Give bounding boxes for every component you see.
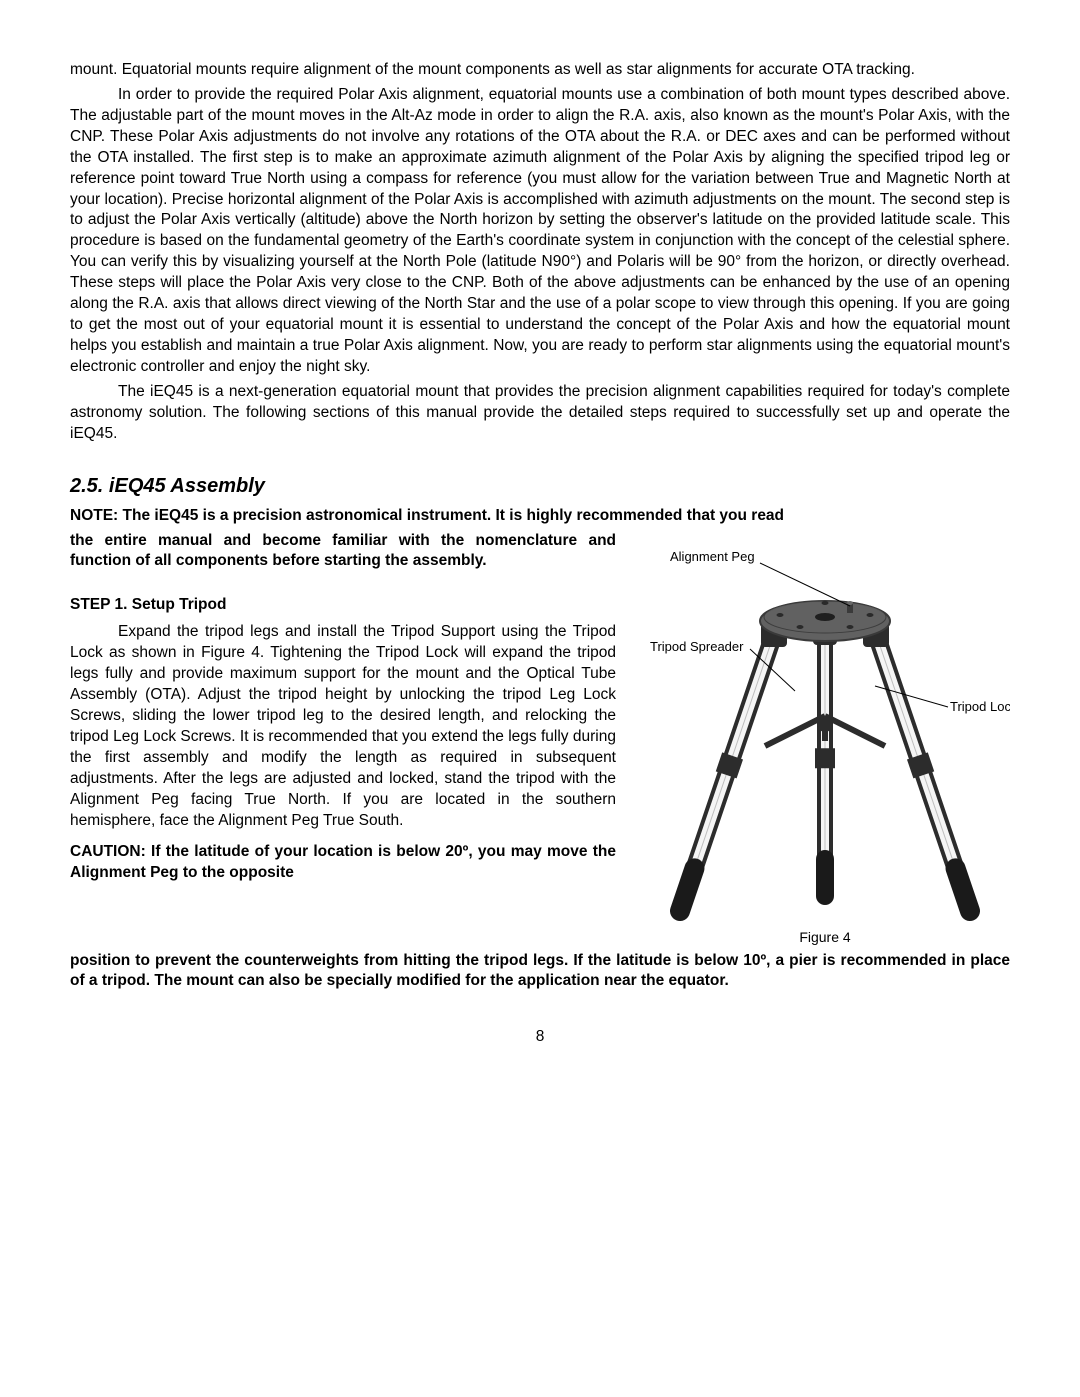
tripod-figure-svg: Alignment Peg Tripod Spreader Tripod Lock xyxy=(640,531,1010,931)
svg-text:Alignment Peg: Alignment Peg xyxy=(670,549,755,564)
figure-caption: Figure 4 xyxy=(640,929,1010,945)
svg-text:Tripod Spreader: Tripod Spreader xyxy=(650,639,744,654)
page-number: 8 xyxy=(70,1028,1010,1046)
document-page: mount. Equatorial mounts require alignme… xyxy=(0,0,1080,1397)
note-text-full-width: NOTE: The iEQ45 is a precision astronomi… xyxy=(70,506,1010,527)
section-heading-assembly: 2.5. iEQ45 Assembly xyxy=(70,475,1010,498)
caution-text-left: CAUTION: If the latitude of your locatio… xyxy=(70,842,616,884)
left-column: the entire manual and become familiar wi… xyxy=(70,531,616,884)
paragraph-ieq45-intro: The iEQ45 is a next-generation equatoria… xyxy=(70,382,1010,445)
svg-text:Tripod Lock: Tripod Lock xyxy=(950,699,1010,714)
step1-body: Expand the tripod legs and install the T… xyxy=(70,622,616,831)
figure-4-container: Alignment PegTripod SpreaderTripod Lock … xyxy=(640,531,1010,951)
note-text-continued: the entire manual and become familiar wi… xyxy=(70,531,616,573)
paragraph-polar-axis: In order to provide the required Polar A… xyxy=(70,85,1010,378)
right-column-figure: Alignment PegTripod SpreaderTripod Lock … xyxy=(640,531,1010,951)
step1-heading: STEP 1. Setup Tripod xyxy=(70,596,616,614)
caution-text-full-width: position to prevent the counterweights f… xyxy=(70,951,1010,993)
two-column-layout: the entire manual and become familiar wi… xyxy=(70,531,1010,951)
paragraph-continuation: mount. Equatorial mounts require alignme… xyxy=(70,60,1010,81)
